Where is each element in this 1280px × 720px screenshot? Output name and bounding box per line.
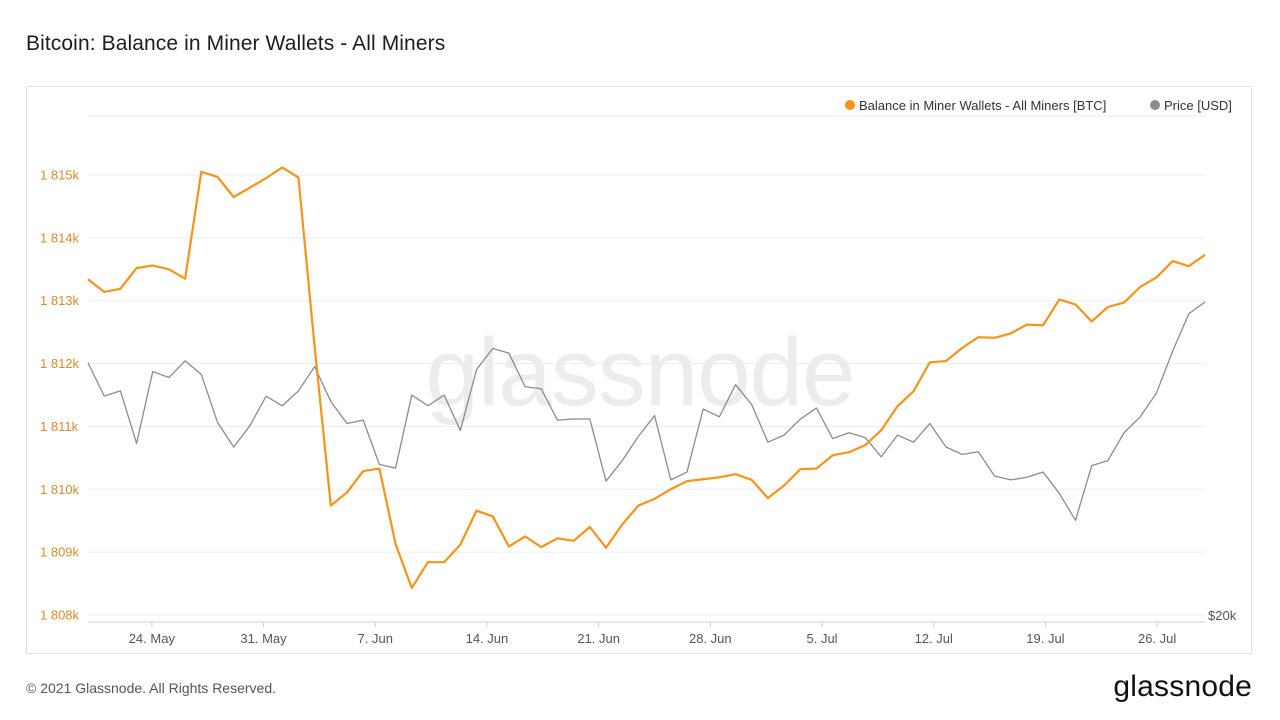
chart-title: Bitcoin: Balance in Miner Wallets - All … [26, 32, 446, 55]
y-tick-label: 1 812k [40, 356, 80, 371]
x-tick-label: 24. May [129, 631, 176, 646]
x-tick-label: 7. Jun [358, 631, 393, 646]
legend-price-label[interactable]: Price [USD] [1164, 98, 1232, 113]
legend-balance-label[interactable]: Balance in Miner Wallets - All Miners [B… [859, 98, 1106, 113]
chart-frame [26, 86, 1252, 654]
x-tick-label: 28. Jun [689, 631, 732, 646]
x-tick-label: 31. May [240, 631, 287, 646]
grid-layer [88, 115, 1205, 616]
y-tick-label: 1 814k [40, 230, 80, 245]
legend: Balance in Miner Wallets - All Miners [B… [845, 98, 1232, 113]
x-tick-label: 21. Jun [577, 631, 620, 646]
x-tick-label: 26. Jul [1138, 631, 1176, 646]
y-right-tick-label: $20k [1208, 608, 1237, 623]
x-tick-label: 12. Jul [915, 631, 953, 646]
x-tick-label: 14. Jun [466, 631, 509, 646]
legend-price-marker[interactable] [1150, 100, 1160, 110]
footer-copyright: © 2021 Glassnode. All Rights Reserved. [26, 680, 277, 696]
watermark: glassnode [426, 319, 855, 426]
y-tick-label: 1 809k [40, 545, 80, 560]
y-tick-label: 1 811k [40, 419, 79, 434]
axis-layer: 1 808k 1 809k 1 810k 1 811k 1 812k 1 813k 1 81… [40, 168, 1237, 647]
balance-series-line[interactable] [87, 166, 1206, 590]
series-layer [87, 166, 1206, 590]
y-tick-label: 1 813k [40, 293, 80, 308]
x-tick-label: 5. Jul [806, 631, 837, 646]
legend-balance-marker[interactable] [845, 100, 855, 110]
x-tick-label: 19. Jul [1026, 631, 1064, 646]
y-tick-label: 1 810k [40, 482, 80, 497]
glassnode-logo[interactable]: glassnode [1113, 670, 1252, 703]
price-series-line[interactable] [87, 301, 1206, 521]
y-tick-label: 1 808k [40, 608, 80, 623]
y-tick-label: 1 815k [40, 168, 80, 183]
